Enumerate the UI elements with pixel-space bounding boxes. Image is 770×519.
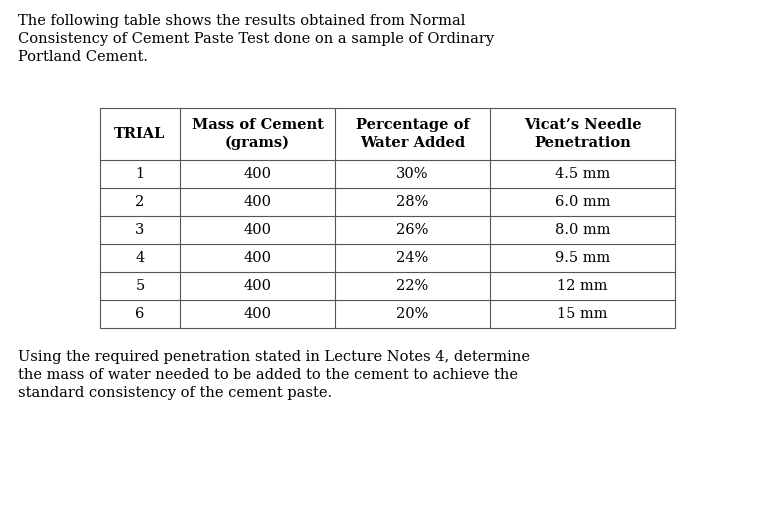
Text: 400: 400 (243, 167, 272, 181)
Text: 28%: 28% (397, 195, 429, 209)
Text: the mass of water needed to be added to the cement to achieve the: the mass of water needed to be added to … (18, 368, 518, 382)
Text: 24%: 24% (397, 251, 429, 265)
Text: 8.0 mm: 8.0 mm (554, 223, 611, 237)
Text: Mass of Cement
(grams): Mass of Cement (grams) (192, 118, 323, 150)
Text: Portland Cement.: Portland Cement. (18, 50, 148, 64)
Text: 12 mm: 12 mm (557, 279, 608, 293)
Text: 30%: 30% (397, 167, 429, 181)
Text: 6: 6 (136, 307, 145, 321)
Text: 400: 400 (243, 307, 272, 321)
Text: 3: 3 (136, 223, 145, 237)
Text: 26%: 26% (397, 223, 429, 237)
Text: 4: 4 (136, 251, 145, 265)
Text: 20%: 20% (397, 307, 429, 321)
Text: 400: 400 (243, 223, 272, 237)
Text: 2: 2 (136, 195, 145, 209)
Text: 4.5 mm: 4.5 mm (555, 167, 610, 181)
Text: Vicat’s Needle
Penetration: Vicat’s Needle Penetration (524, 118, 641, 149)
Text: TRIAL: TRIAL (114, 127, 166, 141)
Text: standard consistency of the cement paste.: standard consistency of the cement paste… (18, 386, 332, 400)
Text: 1: 1 (136, 167, 145, 181)
Text: 400: 400 (243, 195, 272, 209)
Text: 22%: 22% (397, 279, 429, 293)
Text: 400: 400 (243, 251, 272, 265)
Text: Percentage of
Water Added: Percentage of Water Added (356, 118, 470, 149)
Text: 6.0 mm: 6.0 mm (554, 195, 611, 209)
Text: Consistency of Cement Paste Test done on a sample of Ordinary: Consistency of Cement Paste Test done on… (18, 32, 494, 46)
Text: 9.5 mm: 9.5 mm (555, 251, 610, 265)
Text: The following table shows the results obtained from Normal: The following table shows the results ob… (18, 14, 465, 28)
Text: 400: 400 (243, 279, 272, 293)
Text: 5: 5 (136, 279, 145, 293)
Text: Using the required penetration stated in Lecture Notes 4, determine: Using the required penetration stated in… (18, 350, 530, 364)
Text: 15 mm: 15 mm (557, 307, 608, 321)
